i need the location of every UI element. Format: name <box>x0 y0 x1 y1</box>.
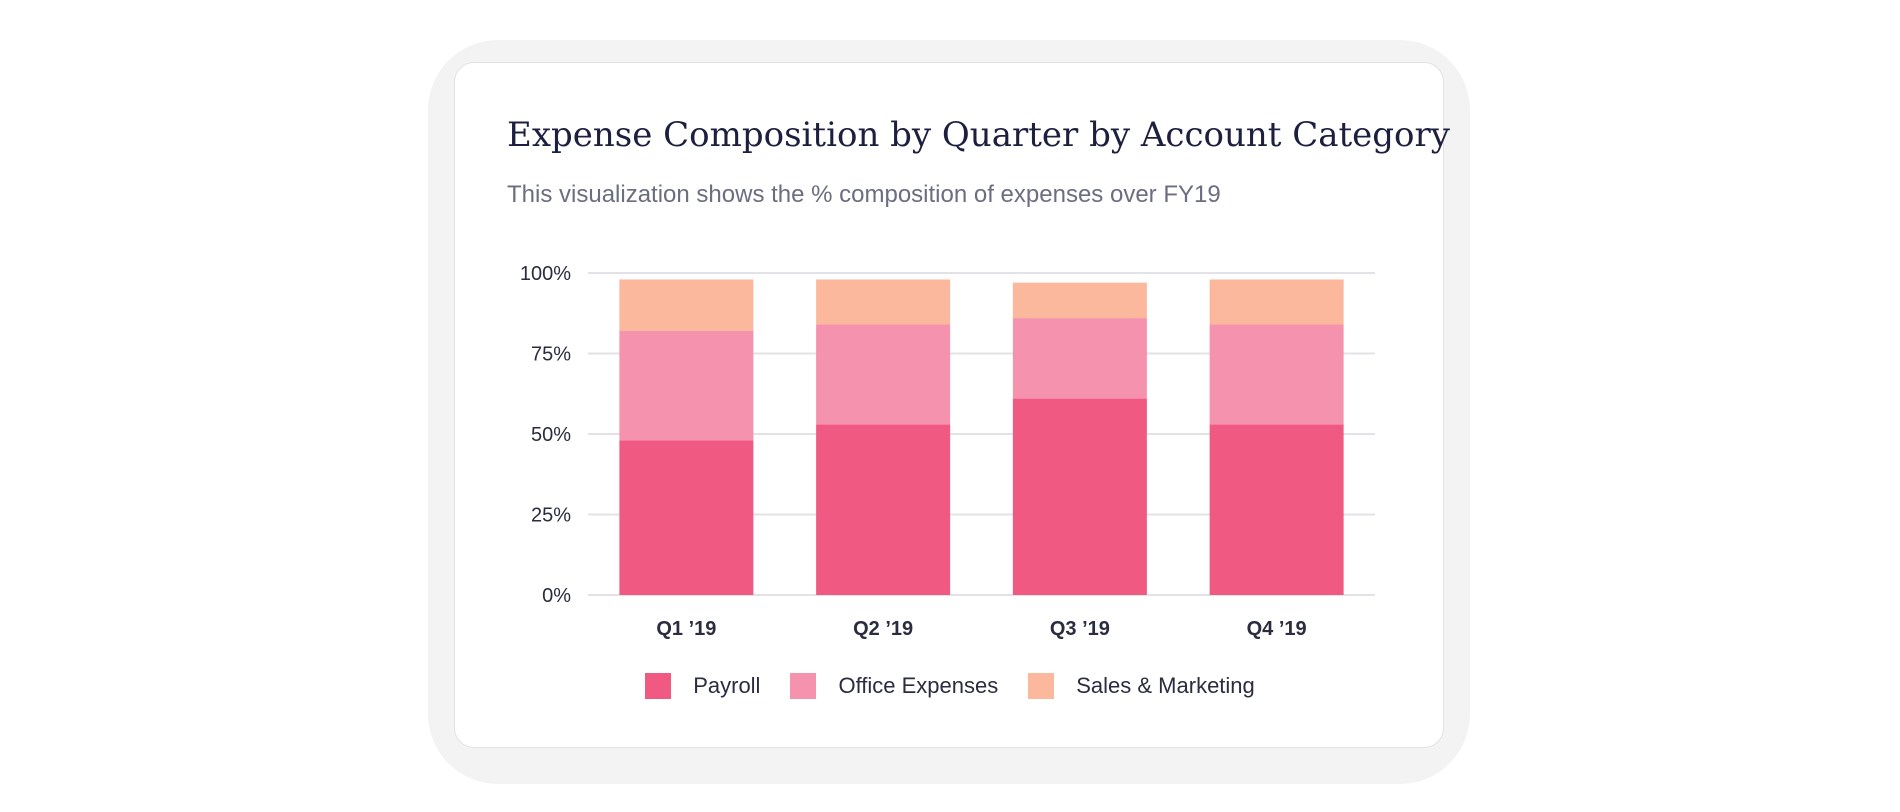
chart-card: Expense Composition by Quarter by Accoun… <box>454 62 1450 748</box>
x-axis: Q1 ’19 Q2 ’19 Q3 ’19 Q4 ’19 <box>656 618 1306 640</box>
legend-item: Office Expenses <box>790 673 998 699</box>
bars <box>619 279 1344 595</box>
legend-label: Sales & Marketing <box>1076 673 1255 698</box>
legend-swatch <box>645 673 672 699</box>
x-tick-label: Q3 ’19 <box>1050 618 1110 640</box>
y-tick-label: 0% <box>542 585 571 607</box>
legend-item: Sales & Marketing <box>1028 673 1255 699</box>
chart-title: Expense Composition by Quarter by Accoun… <box>507 115 1450 155</box>
legend-label: Payroll <box>693 673 761 698</box>
stacked-bar-chart: 0% 25% 50% 75% 100% Q1 ’19 Q2 ’19 Q3 ’19 Q4 ’19 <box>520 263 1375 640</box>
bar-payroll-2 <box>1012 398 1147 595</box>
y-tick-label: 25% <box>531 505 571 527</box>
y-axis: 0% 25% 50% 75% 100% <box>520 263 571 607</box>
x-tick-label: Q4 ’19 <box>1247 618 1307 640</box>
legend: Payroll Office Expenses Sales & Marketing <box>455 673 1445 699</box>
bar-payroll-1 <box>816 424 951 595</box>
bar-office-expenses-1 <box>816 324 951 425</box>
legend-swatch <box>1028 673 1055 699</box>
bar-sales-marketing-1 <box>816 279 951 325</box>
bar-sales-marketing-3 <box>1209 279 1344 325</box>
y-tick-label: 75% <box>531 344 571 366</box>
x-tick-label: Q2 ’19 <box>853 618 913 640</box>
legend-swatch <box>790 673 817 699</box>
x-tick-label: Q1 ’19 <box>656 618 716 640</box>
y-tick-label: 100% <box>520 263 571 285</box>
chart-subtitle: This visualization shows the % compositi… <box>507 181 1221 208</box>
bar-office-expenses-0 <box>619 330 754 441</box>
bar-office-expenses-2 <box>1012 318 1147 399</box>
y-tick-label: 50% <box>531 424 571 446</box>
legend-label: Office Expenses <box>838 673 999 698</box>
bar-sales-marketing-0 <box>619 279 754 331</box>
bar-office-expenses-3 <box>1209 324 1344 425</box>
bar-payroll-3 <box>1209 424 1344 595</box>
legend-item: Payroll <box>645 673 760 699</box>
bar-payroll-0 <box>619 440 754 595</box>
bar-sales-marketing-2 <box>1012 282 1147 319</box>
